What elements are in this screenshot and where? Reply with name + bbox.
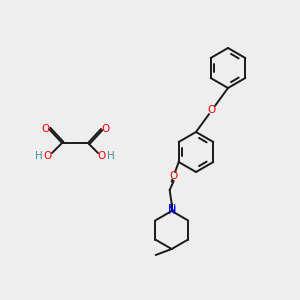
Text: N: N (167, 204, 176, 214)
Text: O: O (208, 105, 216, 115)
Text: O: O (44, 151, 52, 161)
Text: O: O (41, 124, 49, 134)
Text: H: H (35, 151, 43, 161)
Text: O: O (169, 171, 178, 181)
Text: H: H (107, 151, 115, 161)
Text: O: O (101, 124, 109, 134)
Text: N: N (167, 206, 176, 216)
Text: O: O (98, 151, 106, 161)
